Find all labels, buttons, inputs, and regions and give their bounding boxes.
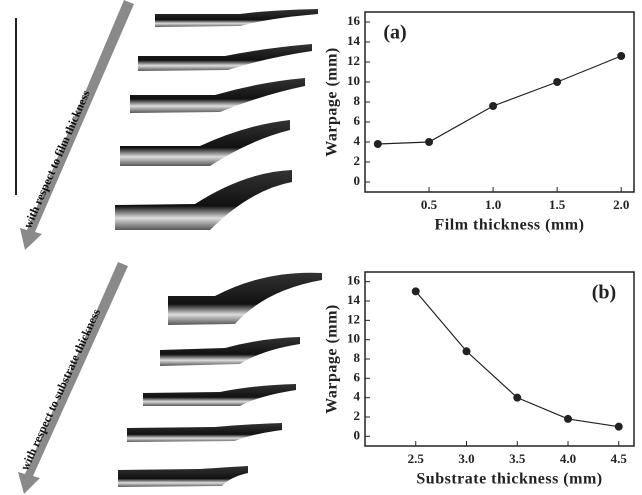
x-tick-label: 3.0 xyxy=(458,451,474,466)
x-tick-label: 0.5 xyxy=(421,197,438,212)
y-tick-label: 14 xyxy=(347,292,361,307)
data-line xyxy=(416,291,619,426)
data-point xyxy=(412,287,420,295)
arrow: with respect to substrate thickness xyxy=(17,262,128,494)
y-tick-label: 10 xyxy=(347,73,360,88)
y-axis-label: Warpage (mm) xyxy=(324,47,341,157)
y-tick-label: 6 xyxy=(354,113,361,128)
x-axis-label: Substrate thickness (mm) xyxy=(416,471,602,488)
y-tick-label: 10 xyxy=(347,331,360,346)
y-tick-label: 16 xyxy=(347,13,361,28)
x-tick-label: 3.5 xyxy=(509,451,526,466)
y-tick-label: 8 xyxy=(354,350,361,365)
y-tick-label: 6 xyxy=(354,369,361,384)
x-tick-label: 4.0 xyxy=(560,451,576,466)
data-line xyxy=(378,56,621,144)
y-tick-label: 4 xyxy=(354,133,361,148)
data-point xyxy=(553,78,561,86)
x-tick-label: 2.0 xyxy=(613,197,629,212)
y-tick-label: 12 xyxy=(347,53,360,68)
arrow-label: with respect to substrate thickness xyxy=(17,306,103,472)
x-tick-label: 1.5 xyxy=(549,197,566,212)
specimens xyxy=(115,9,322,487)
data-point xyxy=(489,102,497,110)
y-tick-label: 2 xyxy=(354,153,361,168)
data-point xyxy=(615,423,623,431)
data-point xyxy=(564,415,572,423)
data-point xyxy=(425,138,433,146)
y-tick-label: 4 xyxy=(354,389,361,404)
y-tick-label: 16 xyxy=(347,273,361,288)
x-tick-label: 1.0 xyxy=(485,197,501,212)
y-tick-label: 8 xyxy=(354,93,361,108)
y-tick-label: 12 xyxy=(347,311,360,326)
y-tick-label: 2 xyxy=(354,408,361,423)
x-axis-label: Film thickness (mm) xyxy=(435,217,585,234)
y-tick-label: 14 xyxy=(347,33,361,48)
data-point xyxy=(617,52,625,60)
data-point xyxy=(513,394,521,402)
y-tick-label: 0 xyxy=(354,173,361,188)
y-tick-label: 0 xyxy=(354,427,361,442)
y-axis-label: Warpage (mm) xyxy=(324,304,341,414)
x-tick-label: 2.5 xyxy=(408,451,425,466)
arrow-label: with respect to film thickness xyxy=(20,88,92,231)
figure: with respect to film thickness with resp… xyxy=(0,0,642,495)
panel-label: (b) xyxy=(592,282,616,304)
data-point xyxy=(463,347,471,355)
panel-label: (a) xyxy=(383,22,406,44)
data-point xyxy=(374,140,382,148)
x-tick-label: 4.5 xyxy=(611,451,628,466)
